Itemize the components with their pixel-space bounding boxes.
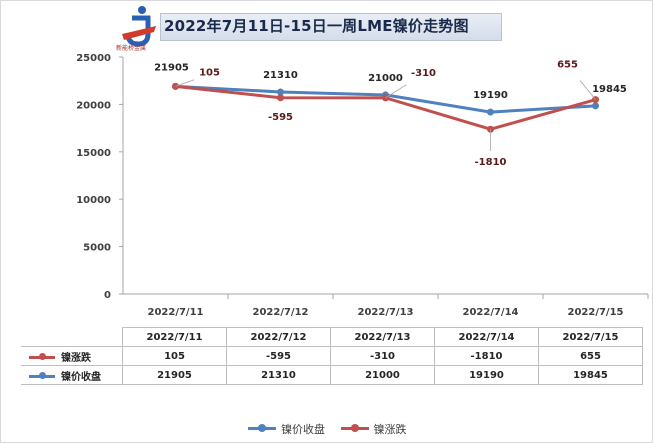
title-box xyxy=(160,13,502,41)
table-cell: -595 xyxy=(226,346,331,366)
table-cell: 105 xyxy=(122,346,227,366)
table-row-close: 镍价收盘 21905 21310 21000 19190 19845 xyxy=(21,365,643,385)
y-tick-label: 0 xyxy=(104,290,111,301)
legend-label: 镍价收盘 xyxy=(281,422,325,436)
line-chart: 0 5000 10000 15000 20000 25000 2022/7/11 2022/7… xyxy=(76,53,649,318)
y-tick-label: 20000 xyxy=(76,100,111,111)
data-label-change: -595 xyxy=(268,112,293,123)
table-cell: 19845 xyxy=(538,365,643,385)
table-row-key: 镍价收盘 xyxy=(21,365,123,385)
legend-key-close-line xyxy=(29,372,55,379)
data-label-change: 105 xyxy=(199,67,220,78)
company-logo xyxy=(122,6,156,47)
data-point-change xyxy=(277,94,284,102)
data-label-close: 21310 xyxy=(263,70,298,81)
table-header-cell: 2022/7/12 xyxy=(226,327,331,347)
y-tick-label: 5000 xyxy=(83,243,111,254)
data-label-leader xyxy=(385,84,407,99)
table-header-row: 2022/7/11 2022/7/12 2022/7/13 2022/7/14 … xyxy=(21,327,643,347)
data-label-change: -1810 xyxy=(475,157,507,168)
legend-close-marker xyxy=(248,424,276,432)
data-label-close: 21000 xyxy=(368,73,403,84)
data-label-close: 19190 xyxy=(473,90,508,101)
data-label-leader xyxy=(579,80,596,100)
x-tick-label: 2022/7/12 xyxy=(252,307,308,318)
legend-item-close: 镍价收盘 xyxy=(248,421,325,437)
legend-label: 镍涨跌 xyxy=(373,422,407,436)
y-tick-label: 25000 xyxy=(76,53,111,64)
table-cell: 21310 xyxy=(226,365,331,385)
x-tick-label: 2022/7/14 xyxy=(462,307,518,318)
data-label-leader xyxy=(175,79,195,87)
table-row-key: 镍涨跌 xyxy=(21,346,123,366)
table-header-cell: 2022/7/13 xyxy=(330,327,435,347)
data-point-close xyxy=(592,102,599,110)
table-header-cell: 2022/7/11 xyxy=(122,327,227,347)
table-cell: 21905 xyxy=(122,365,227,385)
y-tick-label: 10000 xyxy=(76,195,111,206)
table-cell: 21000 xyxy=(330,365,435,385)
x-tick-label: 2022/7/15 xyxy=(567,307,623,318)
table-corner xyxy=(21,327,123,347)
table-row-key-label: 镍价收盘 xyxy=(61,371,101,383)
data-point-close xyxy=(487,108,494,116)
chart-title: 2022年7月11日-15日一周LME镍价走势图 xyxy=(164,17,469,35)
data-label-change: 655 xyxy=(557,60,578,71)
legend-change-marker xyxy=(340,424,369,432)
data-table: 2022/7/11 2022/7/12 2022/7/13 2022/7/14 … xyxy=(21,327,643,385)
data-label-close: 19845 xyxy=(592,84,627,95)
table-cell: -310 xyxy=(330,346,435,366)
table-cell: 19190 xyxy=(434,365,539,385)
table-cell: 655 xyxy=(538,346,643,366)
table-header-cell: 2022/7/15 xyxy=(538,327,643,347)
chart-legend: 镍价收盘 镍涨跌 xyxy=(248,420,419,437)
data-label-close: 21905 xyxy=(154,62,189,73)
y-tick-label: 15000 xyxy=(76,148,111,159)
x-tick-label: 2022/7/11 xyxy=(147,307,203,318)
x-tick-label: 2022/7/13 xyxy=(357,307,413,318)
legend-item-change: 镍涨跌 xyxy=(340,421,407,437)
data-label-change: -310 xyxy=(411,68,436,79)
table-row-key-label: 镍涨跌 xyxy=(61,352,91,364)
legend-key-change-line xyxy=(29,353,55,360)
table-row-change: 镍涨跌 105 -595 -310 -1810 655 xyxy=(21,346,643,366)
data-point-close xyxy=(277,88,284,96)
table-header-cell: 2022/7/14 xyxy=(434,327,539,347)
table-cell: -1810 xyxy=(434,346,539,366)
logo-text: 新能桥金属 xyxy=(116,45,147,52)
